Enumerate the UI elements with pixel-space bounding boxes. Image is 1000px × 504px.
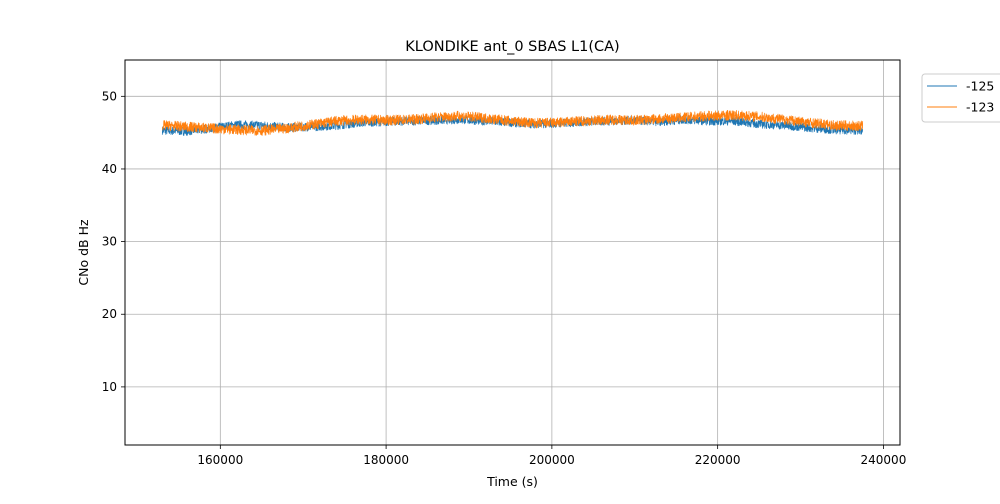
- chart-title: KLONDIKE ant_0 SBAS L1(CA): [405, 39, 619, 55]
- x-tick-label: 180000: [363, 453, 409, 467]
- x-axis-label: Time (s): [486, 474, 538, 489]
- y-tick-label: 20: [102, 307, 117, 321]
- y-axis-ticks: 10 20 30 40 50: [102, 89, 125, 394]
- y-tick-label: 50: [102, 89, 117, 103]
- y-axis-label: CNo dB Hz: [76, 219, 91, 286]
- y-tick-label: 30: [102, 235, 117, 249]
- y-tick-label: 10: [102, 380, 117, 394]
- x-tick-label: 200000: [529, 453, 575, 467]
- x-axis-ticks: 160000 180000 200000 220000 240000: [197, 445, 906, 467]
- x-tick-label: 240000: [861, 453, 907, 467]
- legend-label: -123: [966, 100, 994, 115]
- legend-label: -125: [966, 79, 994, 94]
- x-tick-label: 220000: [695, 453, 741, 467]
- x-tick-label: 160000: [197, 453, 243, 467]
- y-tick-label: 40: [102, 162, 117, 176]
- plot-area-frame: [124, 59, 901, 446]
- legend: -125 -123: [921, 73, 1000, 123]
- series-line: [162, 110, 864, 136]
- series-group: [161, 110, 864, 136]
